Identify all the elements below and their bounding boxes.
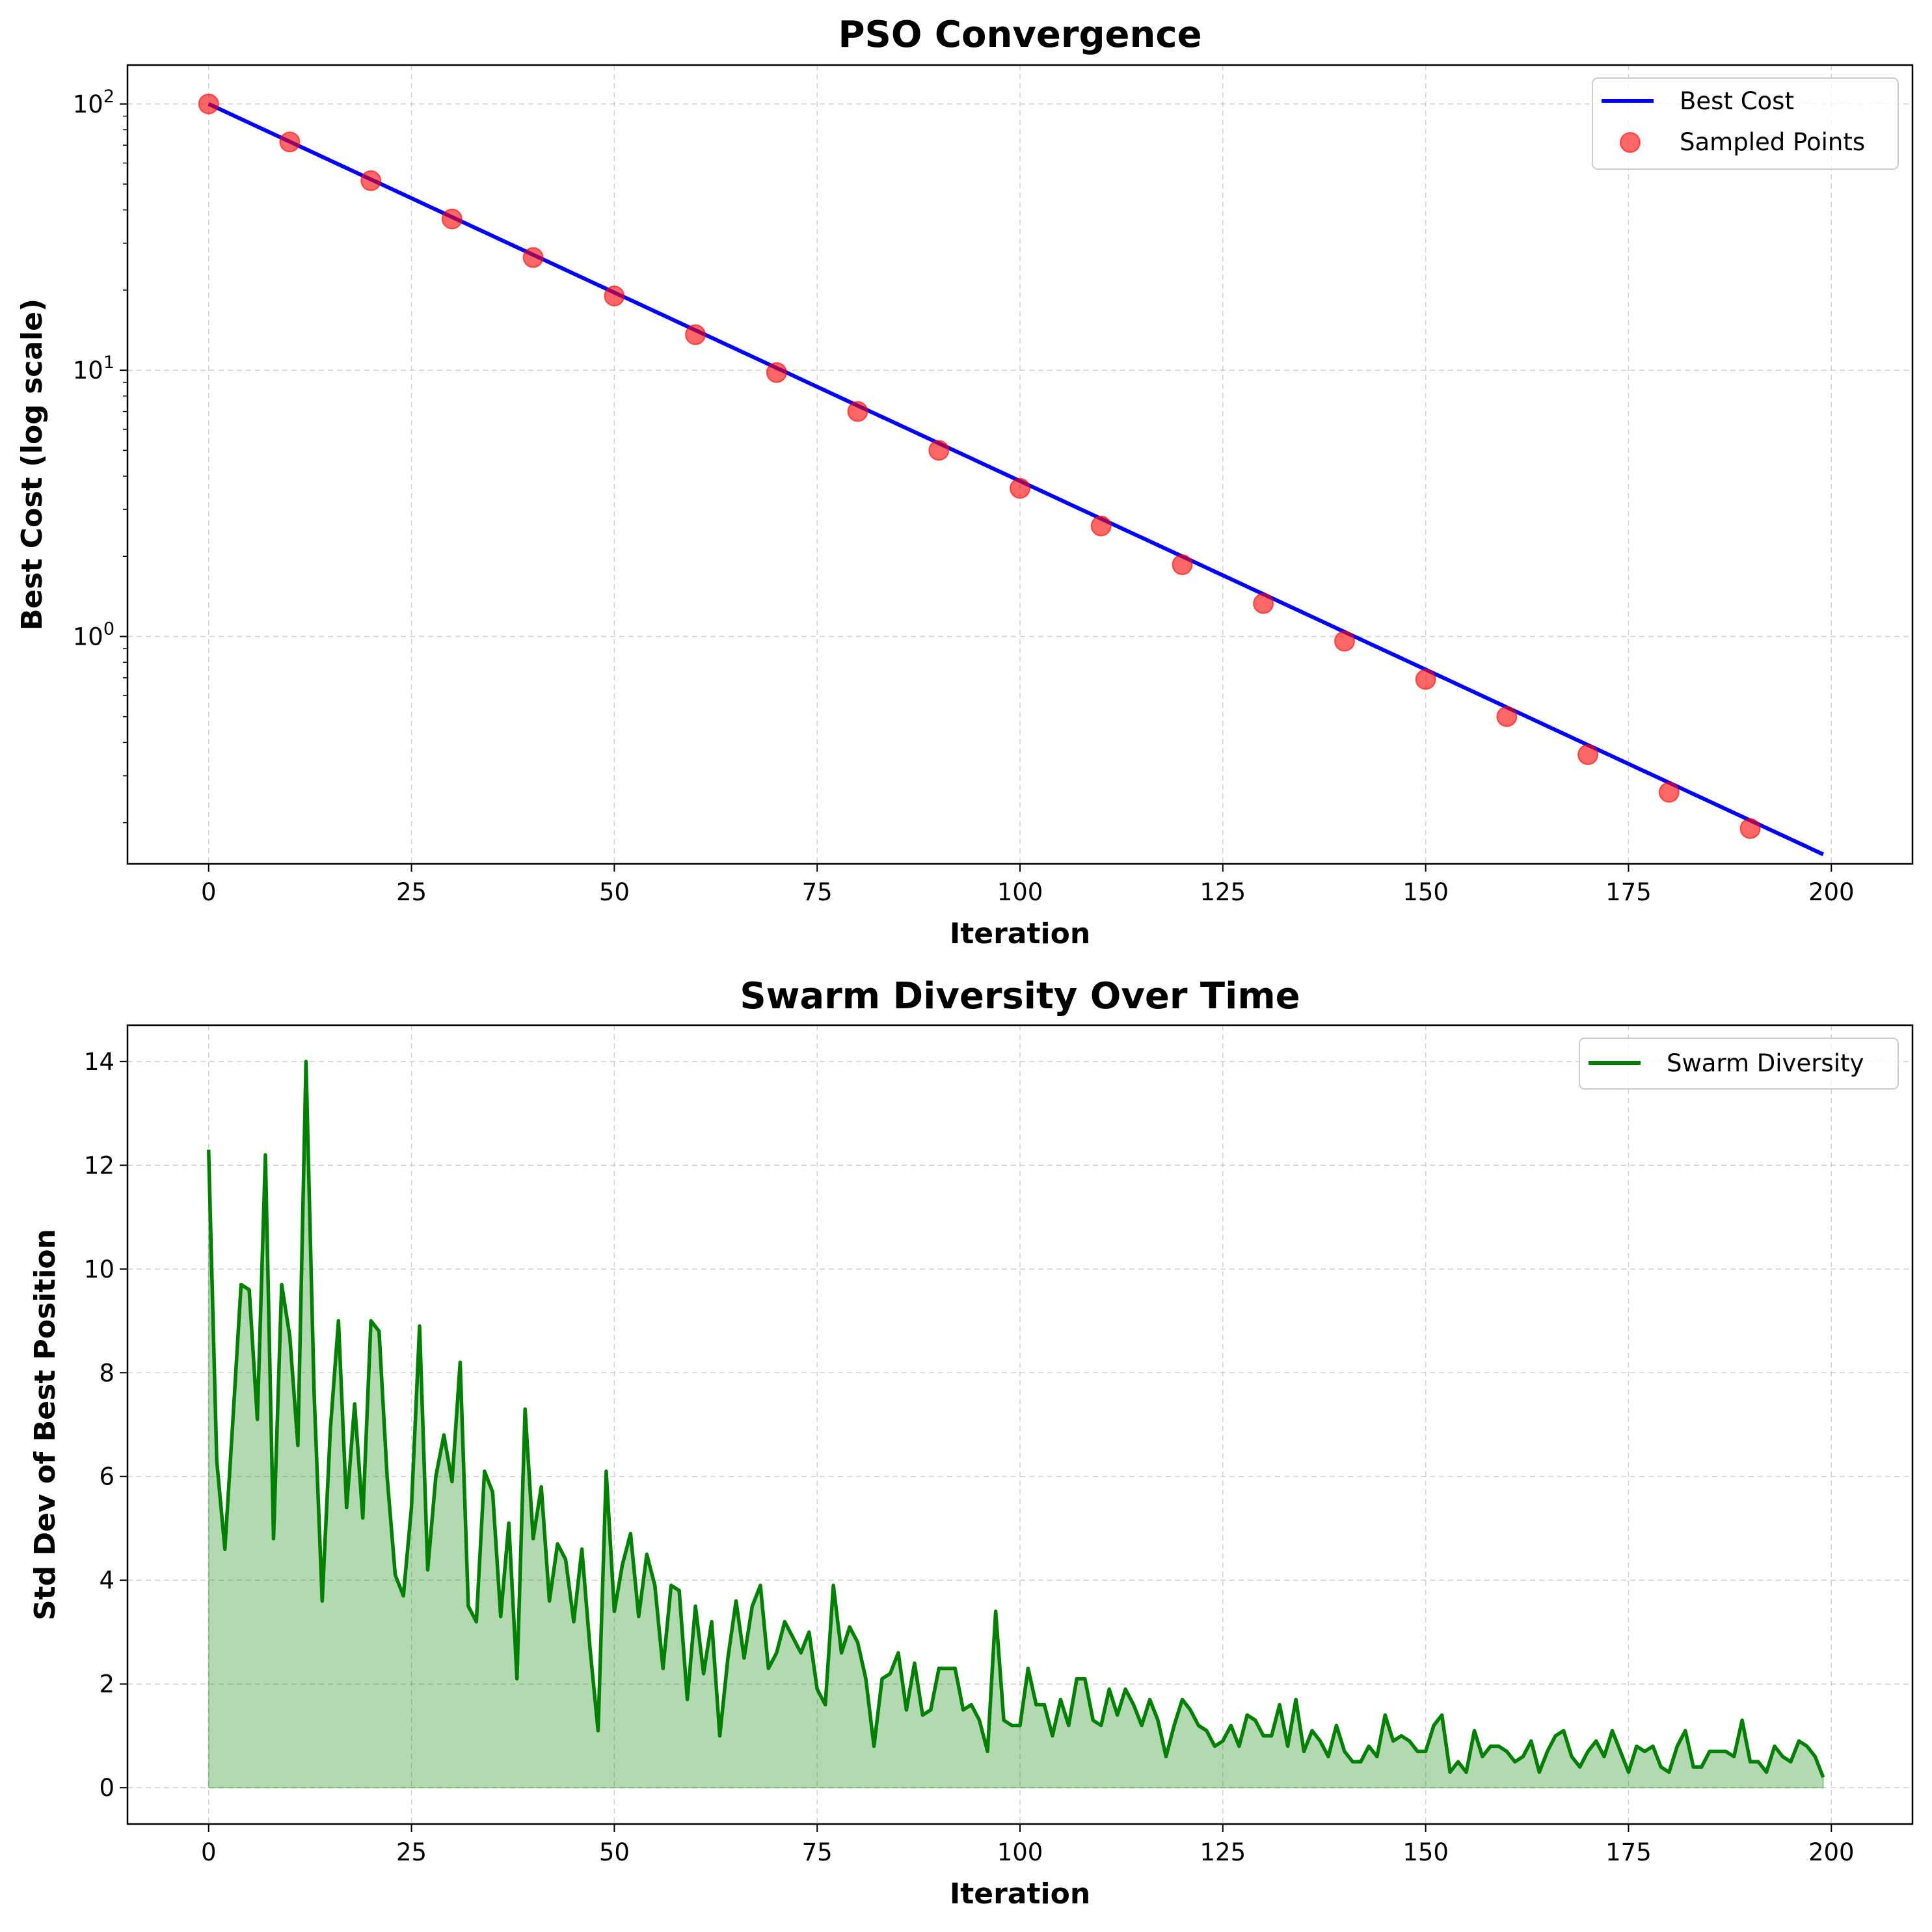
diversity-y-axis-label: Std Dev of Best Position [29,1229,62,1620]
diversity-x-axis-label: Iteration [950,1877,1090,1911]
diversity-panel: 0 25 50 75 100 125 150 175 200 0 2 4 6 8 10 12 14 Swarm … [29,975,1914,1911]
sampled-point [1739,818,1761,839]
diversity-y-tick-label: 8 [99,1359,114,1387]
sampled-point [1172,554,1193,576]
diversity-x-tick-label: 125 [1200,1838,1246,1866]
diversity-plot-area [206,1060,1825,1789]
swarm-diversity-line [206,1060,1825,1778]
convergence-y-tick-label: 101 [73,353,114,384]
diversity-x-tick-label: 75 [802,1838,833,1866]
sampled-point [1334,630,1355,652]
sampled-point [1577,744,1599,766]
convergence-legend: Best Cost Sampled Points [1592,77,1899,170]
convergence-x-tick-label: 100 [997,878,1043,906]
diversity-ticks: 0 25 50 75 100 125 150 175 200 0 2 4 6 8 10 12 14 [84,1048,1855,1866]
sampled-points-legend-swatch [1620,132,1641,153]
sampled-point [279,131,301,153]
swarm-diversity-legend-label: Swarm Diversity [1667,1049,1864,1077]
sampled-point [928,440,950,461]
diversity-legend: Swarm Diversity [1579,1038,1899,1090]
convergence-x-axis-label: Iteration [950,917,1090,950]
convergence-ticks: 0 25 50 75 100 125 150 175 200 100 101 102 [73,87,1855,906]
sampled-points-legend-label: Sampled Points [1680,128,1865,156]
diversity-y-tick-label: 2 [99,1670,114,1698]
sampled-point [1253,593,1274,614]
convergence-plot-area [198,93,1825,857]
sampled-point [198,93,219,114]
diversity-x-tick-label: 25 [396,1838,427,1866]
convergence-x-tick-label: 50 [599,878,630,906]
diversity-x-tick-label: 0 [201,1838,217,1866]
diversity-y-tick-label: 6 [99,1463,114,1491]
sampled-point [685,324,706,345]
diversity-x-tick-label: 150 [1402,1838,1449,1866]
diversity-chart-title: Swarm Diversity Over Time [740,975,1300,1017]
sampled-point [604,286,625,307]
diversity-x-tick-label: 50 [599,1838,630,1866]
sampled-point [522,247,544,268]
diversity-y-tick-label: 0 [99,1774,114,1802]
convergence-y-tick-label: 102 [73,87,114,118]
diversity-x-tick-label: 100 [997,1838,1043,1866]
convergence-x-tick-label: 200 [1808,878,1855,906]
convergence-x-tick-label: 75 [802,878,833,906]
sampled-point [1090,515,1112,537]
convergence-x-tick-label: 125 [1200,878,1246,906]
sampled-point [847,401,868,422]
convergence-x-tick-label: 150 [1402,878,1449,906]
convergence-y-axis-label: Best Cost (log scale) [16,299,49,630]
diversity-x-tick-label: 200 [1808,1838,1855,1866]
diversity-y-tick-label: 10 [84,1255,114,1283]
sampled-point [1010,477,1030,499]
diversity-y-tick-label: 12 [84,1151,114,1179]
convergence-chart-title: PSO Convergence [838,14,1201,56]
sampled-point [360,170,382,191]
diversity-x-tick-label: 175 [1605,1838,1652,1866]
sampled-point [1496,706,1518,727]
sampled-point [1415,669,1436,690]
convergence-x-tick-label: 175 [1605,878,1652,906]
sampled-point [766,362,787,383]
best-cost-legend-label: Best Cost [1680,87,1794,115]
convergence-x-tick-label: 0 [201,878,217,906]
diversity-legend-box [1579,1038,1899,1090]
sampled-point [1658,781,1680,803]
convergence-panel: 0 25 50 75 100 125 150 175 200 100 101 102 PSO Conv… [16,14,1914,950]
convergence-legend-box [1592,77,1899,170]
convergence-x-tick-label: 25 [396,878,427,906]
diversity-y-tick-label: 4 [99,1566,114,1594]
diversity-y-tick-label: 14 [84,1048,114,1076]
sampled-point [441,208,463,230]
convergence-y-tick-label: 100 [73,619,114,651]
